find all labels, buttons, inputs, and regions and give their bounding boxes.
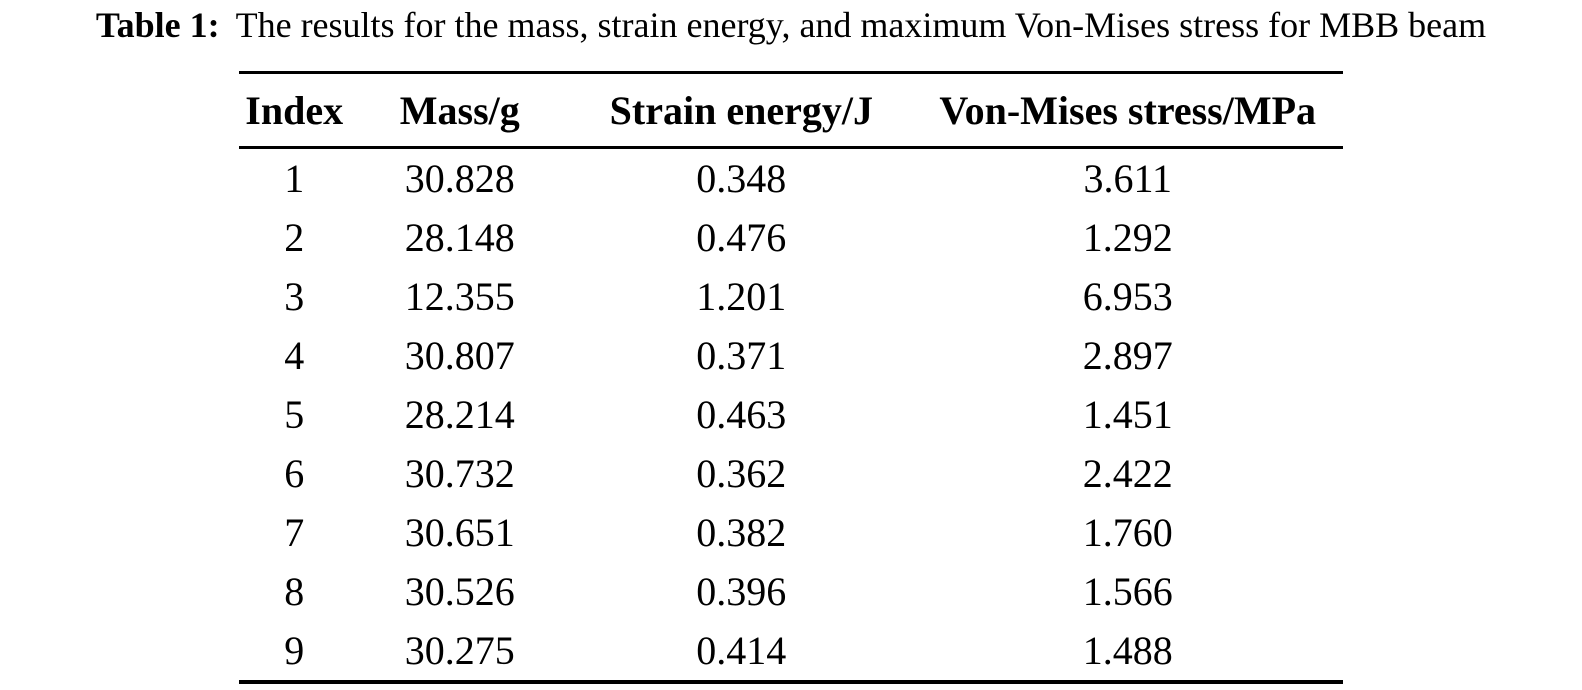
table-cell: 2.897 (1082, 333, 1173, 378)
table-cell: 1.760 (1082, 510, 1173, 555)
table-cell: 1 (284, 156, 305, 201)
table-caption-label: Table 1: (95, 5, 220, 45)
column-header-mass: Mass/g (399, 87, 520, 133)
table-cell: 0.396 (696, 569, 787, 614)
table-row: 8 30.526 0.396 1.566 (239, 562, 1343, 621)
table-cell: 30.732 (404, 451, 515, 496)
table-cell: 0.463 (696, 392, 787, 437)
table-row: 3 12.355 1.201 6.953 (239, 267, 1343, 326)
table-row: 2 28.148 0.476 1.292 (239, 208, 1343, 267)
table-row: 1 30.828 0.348 3.611 (239, 148, 1343, 209)
table-caption: Table 1: The results for the mass, strain… (0, 0, 1582, 47)
table-cell: 2.422 (1082, 451, 1173, 496)
results-table: Index Mass/g Strain energy/J Von-Mises s… (239, 71, 1343, 684)
table-cell: 4 (284, 333, 305, 378)
table-row: 7 30.651 0.382 1.760 (239, 503, 1343, 562)
table-cell: 28.148 (404, 215, 515, 260)
table-cell: 6.953 (1082, 274, 1173, 319)
table-cell: 5 (284, 392, 305, 437)
table-cell: 30.275 (404, 628, 515, 673)
table-cell: 12.355 (404, 274, 515, 319)
table-row: 5 28.214 0.463 1.451 (239, 385, 1343, 444)
table-row: 4 30.807 0.371 2.897 (239, 326, 1343, 385)
table-cell: 30.807 (404, 333, 515, 378)
table-cell: 0.348 (696, 156, 787, 201)
table-cell: 0.382 (696, 510, 787, 555)
table-cell: 0.476 (696, 215, 787, 260)
table-cell: 9 (284, 628, 305, 673)
table-cell: 30.526 (404, 569, 515, 614)
table-cell: 1.566 (1082, 569, 1173, 614)
table-cell: 6 (284, 451, 305, 496)
table-cell: 1.451 (1082, 392, 1173, 437)
table-cell: 7 (284, 510, 305, 555)
table-cell: 30.828 (404, 156, 515, 201)
table-cell: 0.414 (696, 628, 787, 673)
table-cell: 0.362 (696, 451, 787, 496)
table-cell: 28.214 (404, 392, 515, 437)
table-cell: 1.292 (1082, 215, 1173, 260)
table-cell: 8 (284, 569, 305, 614)
column-header-strain: Strain energy/J (609, 87, 873, 133)
table-cell: 2 (284, 215, 305, 260)
table-cell: 1.201 (696, 274, 787, 319)
table-cell: 0.371 (696, 333, 787, 378)
table-caption-text: The results for the mass, strain energy,… (235, 5, 1487, 45)
column-header-index: Index (245, 87, 344, 133)
table-row: 6 30.732 0.362 2.422 (239, 444, 1343, 503)
table-cell: 3 (284, 274, 305, 319)
table-row: 9 30.275 0.414 1.488 (239, 621, 1343, 682)
table-cell: 3.611 (1083, 156, 1172, 201)
table-cell: 1.488 (1082, 628, 1173, 673)
header-row: Index Mass/g Strain energy/J Von-Mises s… (239, 72, 1343, 148)
column-header-vonmises: Von-Mises stress/MPa (939, 87, 1317, 133)
table-cell: 30.651 (404, 510, 515, 555)
